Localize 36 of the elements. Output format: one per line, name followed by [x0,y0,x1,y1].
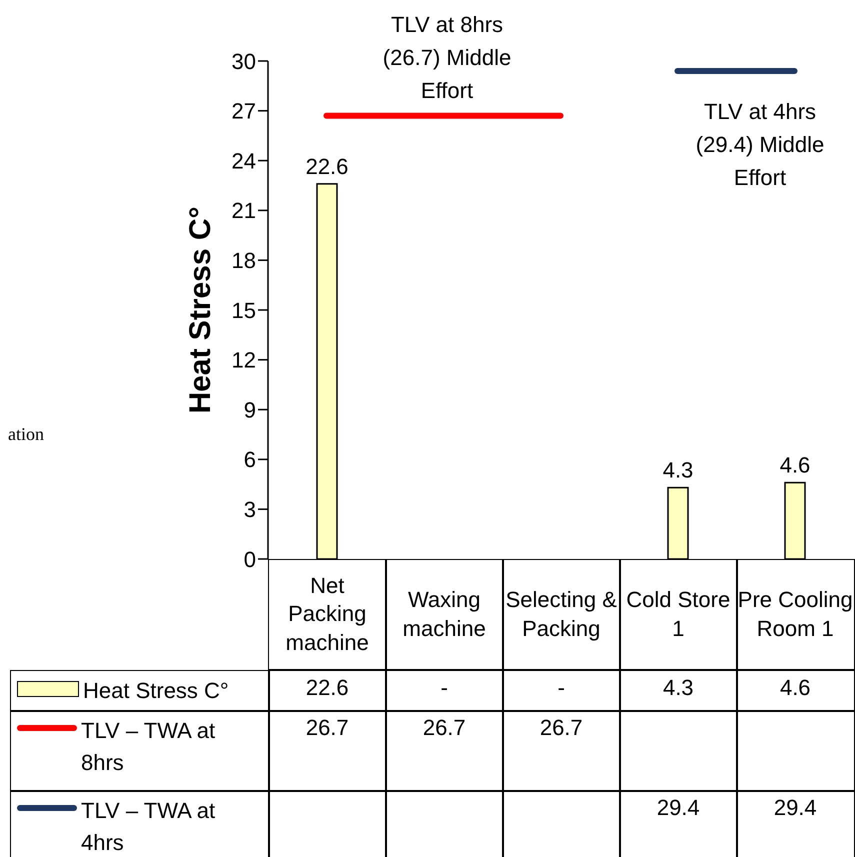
text: 4.6 [780,452,810,478]
data-label: 29.4 [736,790,854,857]
data-label: 29.4 [619,790,738,857]
text: 4.3 [662,458,694,483]
y-tick-label: 15 [232,298,256,323]
y-tick-label: 27 [232,98,256,124]
x-tick-label: Selecting & Packing [504,586,618,643]
data-label: 26.7 [268,710,386,792]
y-tick-label: 9 [244,397,256,422]
data-label: 26.7 [502,710,620,792]
legend-label: TLV – TWA at 8hrs [81,717,216,777]
annotation: TLV at 4hrs (29.4) Middle Effort [694,98,826,192]
x-tick-label: Pre Cooling Room 1 [737,586,854,642]
y-tick-label: 0 [244,546,256,572]
legend-label: TLV – TWA at 4hrs [81,797,216,857]
y-tick-label: 21 [232,198,256,224]
y-tick-label: 30 [232,48,256,74]
text: ation [8,423,45,446]
text: 22.6 [306,154,348,179]
y-tick-label: 12 [232,348,256,373]
legend-label: Heat Stress C° [83,677,229,705]
data-label: 4.6 [736,670,854,712]
data-label: 22.6 [268,670,386,712]
text: - [440,675,448,700]
y-tick-label: 3 [244,497,256,522]
y-tick-label: 6 [244,447,256,472]
y-axis-title: Heat Stress C° [184,206,217,414]
y-tick-label: 18 [232,248,256,274]
data-label: 26.7 [385,710,504,792]
x-tick-label: Cold Store 1 [625,586,732,642]
annotation: TLV at 8hrs (26.7) Middle Effort [382,11,512,105]
x-tick-label: Net Packing machine [284,572,370,657]
y-tick-label: 24 [232,148,256,174]
text: - [558,675,565,700]
x-tick-label: Waxing machine [402,586,487,642]
data-label: 4.3 [619,670,738,712]
